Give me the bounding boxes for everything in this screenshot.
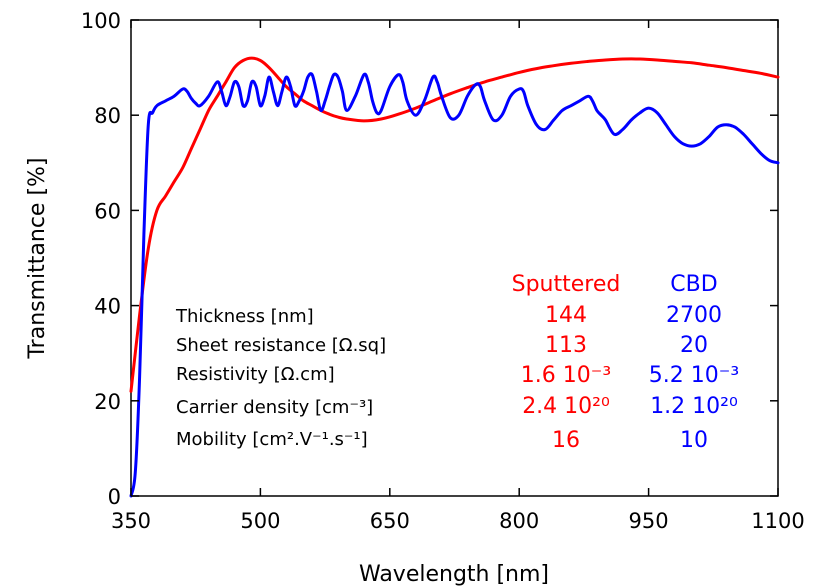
y-tick-label: 0 xyxy=(108,485,121,509)
table-row-sputtered-value: 16 xyxy=(552,428,580,453)
x-tick-label: 800 xyxy=(499,509,539,533)
table-row-cbd-value: 20 xyxy=(680,333,708,358)
y-axis-title: Transmittance [%] xyxy=(25,157,50,359)
x-tick-label: 950 xyxy=(629,509,669,533)
table-row-label: Sheet resistance [Ω.sq] xyxy=(176,335,386,356)
y-tick-label: 80 xyxy=(94,104,121,128)
series-layer xyxy=(129,56,780,498)
x-tick-label: 500 xyxy=(240,509,280,533)
table-row-sputtered-value: 2.4 10²⁰ xyxy=(522,394,610,419)
table-row-cbd-value: 1.2 10²⁰ xyxy=(650,394,738,419)
table-row-label: Mobility [cm².V⁻¹.s⁻¹] xyxy=(176,429,368,450)
table-row-label: Resistivity [Ω.cm] xyxy=(176,364,335,385)
table-header-sputtered: Sputtered xyxy=(512,272,621,297)
y-tick-label: 20 xyxy=(94,390,121,414)
table-row-label: Thickness [nm] xyxy=(175,306,314,327)
table-row-cbd-value: 2700 xyxy=(666,303,722,328)
table-row-sputtered-value: 113 xyxy=(545,333,587,358)
y-tick-label: 100 xyxy=(81,9,121,33)
x-tick-label: 650 xyxy=(370,509,410,533)
table-row-cbd-value: 10 xyxy=(680,428,708,453)
table-row-label: Carrier density [cm⁻³] xyxy=(176,397,373,418)
series-line-cbd xyxy=(129,72,780,498)
table-row-sputtered-value: 1.6 10⁻³ xyxy=(521,363,611,388)
y-tick-label: 60 xyxy=(94,199,121,223)
x-tick-label: 350 xyxy=(111,509,151,533)
y-tick-label: 40 xyxy=(94,295,121,319)
plot-frame xyxy=(130,19,779,497)
table-row-sputtered-value: 144 xyxy=(545,303,587,328)
tick-layer: 350 500 650 800 950 1100 0 20 40 60 80 100 xyxy=(81,9,805,533)
x-axis-title: Wavelength [nm] xyxy=(359,562,549,587)
series-line-sputtered xyxy=(129,56,780,393)
table-header-cbd: CBD xyxy=(670,272,717,297)
plot-area: 350 500 650 800 950 1100 0 20 40 60 80 100 xyxy=(81,9,805,533)
properties-table: Sputtered CBD Thickness [nm] 144 2700 Sh… xyxy=(175,272,739,453)
x-tick-label: 1100 xyxy=(751,509,804,533)
table-row-cbd-value: 5.2 10⁻³ xyxy=(649,363,739,388)
